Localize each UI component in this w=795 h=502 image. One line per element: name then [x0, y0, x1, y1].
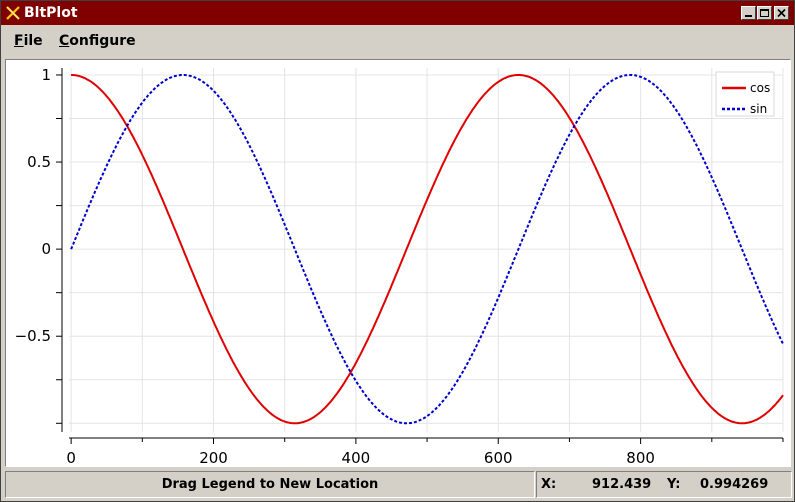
coordinate-readout: X: 912.439 Y: 0.994269 — [536, 471, 792, 498]
series-line-cos — [71, 74, 784, 425]
legend-label-cos: cos — [750, 81, 770, 95]
legend[interactable]: cos sin — [715, 71, 775, 117]
line-chart[interactable]: 0 200 400 600 800 −0.5 0 0.5 1 cos sin — [6, 60, 790, 466]
close-button[interactable] — [774, 6, 789, 20]
menu-bar: File Configure — [1, 26, 794, 56]
x-tick-label: 0 — [66, 449, 76, 466]
y-tick-label: −0.5 — [15, 327, 51, 345]
x-value: 912.439 — [592, 477, 652, 492]
x-tick-label: 400 — [342, 449, 371, 466]
y-tick-label: 0 — [41, 240, 51, 258]
x-label: X: — [541, 477, 557, 492]
maximize-icon — [760, 9, 769, 17]
y-tick-label: 0.5 — [27, 153, 51, 171]
legend-box — [715, 71, 775, 117]
legend-label-sin: sin — [750, 102, 767, 116]
status-bar: Drag Legend to New Location X: 912.439 Y… — [1, 469, 794, 501]
menu-file[interactable]: File — [14, 33, 43, 49]
x-tick-label: 800 — [626, 449, 655, 466]
minimize-button[interactable] — [741, 6, 756, 20]
minimize-icon — [745, 15, 752, 17]
series-layer — [70, 74, 784, 425]
app-x-icon — [6, 6, 20, 20]
maximize-button[interactable] — [757, 6, 772, 20]
window-title: BltPlot — [24, 5, 78, 21]
y-tick-label: 1 — [41, 66, 51, 84]
close-icon — [777, 8, 786, 18]
status-message: Drag Legend to New Location — [161, 477, 379, 492]
title-bar[interactable]: BltPlot — [1, 1, 794, 25]
menu-file-label: ile — [23, 33, 43, 49]
menu-file-mnemonic: F — [14, 33, 24, 49]
series-line-sin — [70, 74, 784, 425]
menu-configure-label: onfigure — [69, 33, 136, 49]
axes: 0 200 400 600 800 −0.5 0 0.5 1 — [15, 66, 784, 466]
y-label: Y: — [667, 477, 681, 492]
menu-configure-mnemonic: C — [59, 33, 70, 49]
grid — [69, 68, 784, 432]
x-tick-label: 600 — [484, 449, 513, 466]
y-value: 0.994269 — [700, 477, 769, 492]
x-tick-label: 200 — [199, 449, 228, 466]
status-message-panel: Drag Legend to New Location — [5, 471, 535, 498]
plot-area[interactable]: 0 200 400 600 800 −0.5 0 0.5 1 cos sin — [5, 59, 791, 467]
menu-configure[interactable]: Configure — [59, 33, 136, 49]
